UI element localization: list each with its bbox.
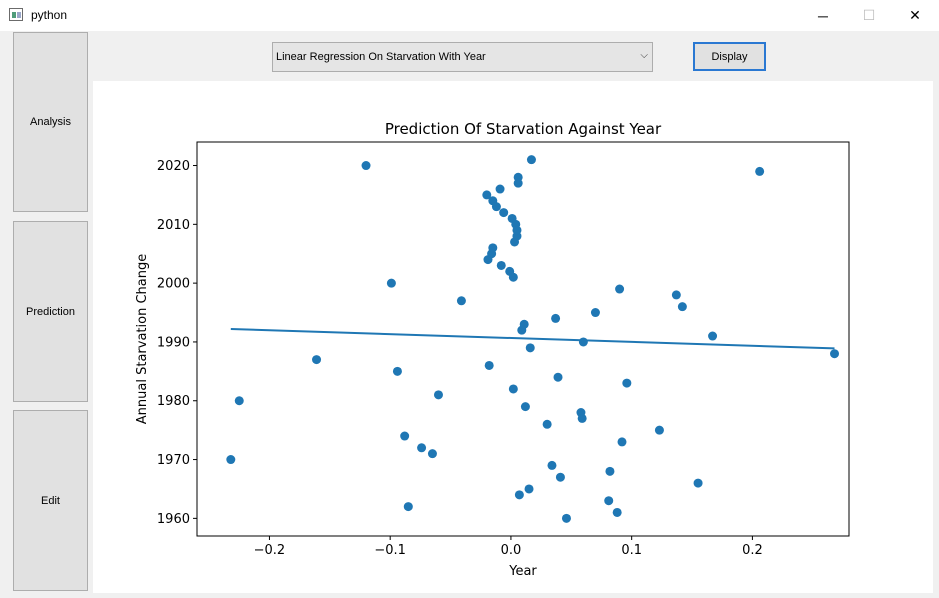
- x-tick-label: −0.1: [374, 543, 406, 558]
- data-point: [671, 290, 681, 300]
- data-point: [677, 302, 687, 312]
- y-tick-label: 1960: [157, 512, 190, 527]
- data-point: [400, 431, 410, 441]
- y-axis-label: Annual Starvation Change: [135, 254, 150, 424]
- title-bar: python ─ ☐ ✕: [0, 0, 939, 31]
- model-select-value: Linear Regression On Starvation With Yea…: [276, 51, 486, 63]
- data-point: [226, 455, 236, 465]
- x-tick-label: 0.0: [501, 543, 522, 558]
- y-tick-label: 2020: [157, 159, 190, 174]
- y-tick-label: 2000: [157, 277, 190, 292]
- chart-area: −0.2 −0.1 0.0 0.1 0.2 1960 1970 1980 1990 2000 201…: [93, 81, 933, 593]
- x-tick-label: 0.1: [621, 543, 642, 558]
- data-point: [577, 413, 587, 423]
- data-point: [484, 360, 494, 370]
- y-tick-label: 1980: [157, 394, 190, 409]
- data-point: [654, 425, 664, 435]
- data-point: [392, 366, 402, 376]
- data-point: [555, 472, 565, 482]
- plot-frame: [196, 141, 850, 537]
- data-point: [499, 208, 509, 218]
- data-point: [508, 384, 518, 394]
- data-point: [520, 402, 530, 412]
- window-title: python: [31, 8, 68, 22]
- data-point: [547, 460, 557, 470]
- data-point: [496, 260, 506, 270]
- data-point: [234, 396, 244, 406]
- edit-button[interactable]: Edit: [13, 410, 88, 591]
- x-axis-label: Year: [508, 564, 537, 579]
- data-point: [456, 296, 466, 306]
- data-point: [417, 443, 427, 453]
- close-button[interactable]: ✕: [909, 7, 921, 23]
- data-point: [578, 337, 588, 347]
- data-point: [512, 225, 522, 235]
- data-point: [605, 466, 615, 476]
- scatter-chart: −0.2 −0.1 0.0 0.1 0.2 1960 1970 1980 1990 2000 201…: [135, 120, 850, 579]
- data-point: [482, 190, 492, 200]
- data-point: [312, 355, 322, 365]
- data-point: [551, 313, 561, 323]
- data-point: [433, 390, 443, 400]
- data-point: [519, 319, 529, 329]
- data-point: [403, 502, 413, 512]
- data-point: [525, 343, 535, 353]
- data-point: [488, 243, 498, 253]
- data-point: [495, 184, 505, 194]
- data-point: [755, 166, 765, 176]
- model-select-dropdown[interactable]: Linear Regression On Starvation With Yea…: [272, 42, 653, 72]
- data-point: [491, 202, 501, 212]
- y-tick-label: 1990: [157, 335, 190, 350]
- data-point: [513, 178, 523, 188]
- data-point: [590, 308, 600, 318]
- minimize-button[interactable]: ─: [818, 7, 828, 24]
- data-point: [612, 507, 622, 517]
- analysis-button[interactable]: Analysis: [13, 32, 88, 212]
- y-tick-label: 1970: [157, 453, 190, 468]
- data-point: [386, 278, 396, 288]
- data-point: [708, 331, 718, 341]
- x-tick-label: 0.2: [742, 543, 763, 558]
- regression-line: [230, 328, 835, 350]
- prediction-button[interactable]: Prediction: [13, 221, 88, 402]
- app-icon: [9, 8, 23, 21]
- data-point: [622, 378, 632, 388]
- chevron-down-icon: ⌵: [640, 50, 648, 61]
- data-point: [542, 419, 552, 429]
- data-point: [830, 349, 840, 359]
- data-point: [508, 272, 518, 282]
- chart-title: Prediction Of Starvation Against Year: [385, 120, 662, 138]
- data-point: [604, 496, 614, 506]
- data-point: [693, 478, 703, 488]
- display-button[interactable]: Display: [693, 42, 766, 71]
- data-point: [561, 513, 571, 523]
- data-point: [514, 490, 524, 500]
- data-point: [553, 372, 563, 382]
- data-point: [526, 155, 536, 165]
- y-tick-label: 2010: [157, 218, 190, 233]
- x-tick-label: −0.2: [254, 543, 286, 558]
- data-point: [615, 284, 625, 294]
- data-point: [617, 437, 627, 447]
- data-point: [361, 161, 371, 171]
- data-point: [524, 484, 534, 494]
- maximize-button[interactable]: ☐: [862, 7, 876, 23]
- data-point: [427, 449, 437, 459]
